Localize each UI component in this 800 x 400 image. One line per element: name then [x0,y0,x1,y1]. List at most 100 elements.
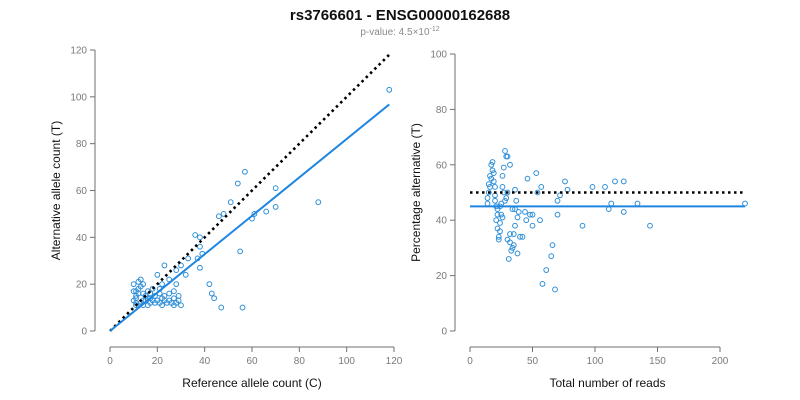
left-data-point [133,302,139,309]
left-data-point [182,271,189,278]
right-data-point [514,214,521,221]
left-data-point [133,292,139,299]
right-data-point [488,161,495,168]
chart-subtitle: p-value: 4.5×10-12 [360,26,439,38]
right-data-point [512,186,518,193]
right-data-point [552,286,558,293]
right-data-point [499,172,506,179]
right-data-point [513,197,520,204]
right-data-point [497,220,503,226]
right-data-point [522,208,528,215]
left-data-point [234,180,241,187]
right-y-axis-label: Percentage alternative (T) [409,123,423,262]
right-data-point [554,211,561,218]
right-x-tick-label: 200 [712,356,729,367]
right-data-point [548,253,555,260]
right-data-point [500,164,507,171]
left-data-point [237,248,244,255]
left-y-tick-label: 100 [70,92,87,103]
right-data-point [494,211,501,218]
left-x-tick-label: 100 [338,356,355,367]
left-data-point [215,213,222,220]
right-data-point [488,175,495,182]
p-value-text: p-value: 4.5×10 [360,27,430,38]
left-data-point [251,211,258,217]
right-data-point [504,189,511,196]
left-data-point [178,262,184,269]
left-x-tick-label: 0 [107,356,113,367]
right-data-point [647,222,653,229]
right-data-point [495,233,502,240]
left-data-point [206,281,213,288]
right-data-point [602,184,608,190]
left-data-point [173,281,180,288]
right-data-point [515,208,522,215]
right-data-point [534,189,541,196]
right-data-point [523,217,530,224]
left-data-point [147,290,154,297]
right-data-point [493,217,500,224]
left-data-point [192,232,199,238]
left-data-point [130,297,137,304]
left-y-axis-label: Alternative allele count (T) [49,121,63,260]
right-data-point [510,242,517,249]
right-data-point [492,197,498,204]
right-data-point [514,250,521,257]
right-data-point [492,184,498,190]
left-data-point [272,185,279,192]
right-data-point [485,181,492,188]
left-y-tick-label: 80 [76,139,88,150]
left-x-axis-label: Reference allele count (C) [182,376,321,390]
right-data-point [554,197,561,204]
right-data-point [489,159,496,165]
left-x-tick-label: 60 [246,356,258,367]
left-data-point [218,304,225,311]
right-data-point [608,200,615,207]
left-data-point [178,302,184,309]
left-data-point [197,264,203,271]
left-data-point [208,290,215,297]
right-y-tick-label: 0 [441,327,447,338]
right-y-tick-label: 60 [436,160,448,171]
left-fit-line [109,103,390,332]
right-x-axis-label: Total number of reads [549,376,665,390]
right-data-point [537,217,543,224]
left-x-tick-label: 20 [152,356,164,367]
right-panel-percentage-alternative: 0 50 100 150 200 0 20 40 60 80 100 Total number of … [409,50,748,390]
right-data-point [484,195,491,201]
right-data-point [509,245,516,251]
left-data-point [149,285,156,292]
left-data-point [154,271,161,278]
right-data-point [543,267,550,273]
left-y-tick-label: 60 [76,186,88,197]
right-data-point [634,200,641,207]
right-x-tick-label: 100 [587,356,604,367]
right-data-point [519,233,526,240]
left-y-tick-label: 40 [76,233,88,244]
left-data-point [197,234,203,241]
left-data-point [211,295,218,302]
right-data-point [512,222,518,229]
left-y-tick-label: 0 [81,327,87,338]
right-y-tick-label: 40 [436,216,448,227]
right-data-point [742,200,748,207]
right-data-point [510,231,517,237]
left-panel-allele-counts: 0 20 40 60 80 100 120 0 20 40 60 80 100 120 Reference … [49,46,403,391]
right-data-point [499,184,506,190]
p-value-exponent: -12 [430,26,440,33]
left-data-point [242,168,248,175]
right-data-point [529,211,536,218]
right-data-point [527,211,533,218]
left-data-point [171,288,177,295]
right-y-tick-label: 100 [430,50,447,61]
left-data-point [220,211,227,217]
right-data-point [524,175,531,182]
right-data-point [494,225,501,232]
right-data-point [562,178,568,185]
right-data-point [529,222,536,229]
left-data-point [161,262,168,269]
left-y-tick-label: 120 [70,46,87,57]
right-data-point [502,197,508,204]
left-data-point [161,292,168,299]
